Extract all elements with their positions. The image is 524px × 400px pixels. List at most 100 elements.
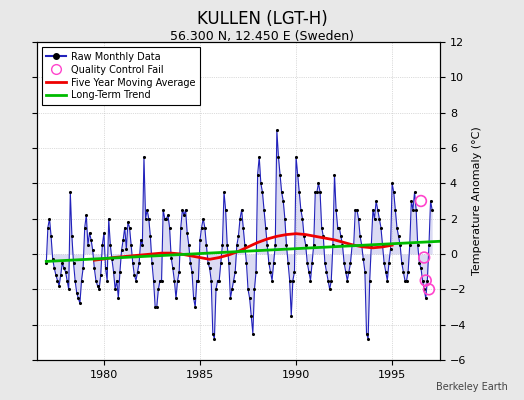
Point <box>233 242 241 248</box>
Point <box>45 216 53 222</box>
Point <box>85 230 94 236</box>
Point <box>427 198 435 204</box>
Point <box>345 268 353 275</box>
Point <box>393 224 401 231</box>
Point <box>205 265 214 271</box>
Point <box>261 224 270 231</box>
Point <box>114 295 123 301</box>
Point <box>370 216 379 222</box>
Point <box>255 154 264 160</box>
Point <box>60 265 68 271</box>
Point <box>110 268 118 275</box>
Point <box>307 277 315 284</box>
Point <box>145 216 153 222</box>
Point <box>196 237 204 243</box>
Point <box>121 224 129 231</box>
Point <box>96 272 105 278</box>
Point <box>301 242 310 248</box>
Point <box>396 242 405 248</box>
Point <box>310 242 318 248</box>
Text: 56.300 N, 12.450 E (Sweden): 56.300 N, 12.450 E (Sweden) <box>170 30 354 43</box>
Point <box>420 254 428 261</box>
Point <box>402 277 411 284</box>
Point <box>173 277 182 284</box>
Point <box>184 242 193 248</box>
Point <box>362 330 370 337</box>
Point <box>222 207 230 213</box>
Point <box>276 171 284 178</box>
Point <box>58 260 67 266</box>
Point <box>181 207 190 213</box>
Point <box>239 224 247 231</box>
Point <box>314 180 323 186</box>
Point <box>188 268 196 275</box>
Point <box>361 268 369 275</box>
Point <box>202 242 211 248</box>
Point <box>367 242 376 248</box>
Point <box>287 313 296 319</box>
Point <box>130 272 138 278</box>
Point <box>407 198 416 204</box>
Point <box>260 207 268 213</box>
Point <box>151 304 159 310</box>
Point <box>399 268 408 275</box>
Point <box>319 233 328 240</box>
Point <box>92 277 100 284</box>
Point <box>64 286 73 292</box>
Point <box>159 207 167 213</box>
Point <box>425 286 433 292</box>
Point <box>154 286 162 292</box>
Point <box>412 207 420 213</box>
Point <box>175 268 183 275</box>
Point <box>351 207 359 213</box>
Point <box>293 171 302 178</box>
Text: Berkeley Earth: Berkeley Earth <box>436 382 508 392</box>
Point <box>350 242 358 248</box>
Point <box>103 277 111 284</box>
Legend: Raw Monthly Data, Quality Control Fail, Five Year Moving Average, Long-Term Tren: Raw Monthly Data, Quality Control Fail, … <box>41 47 200 105</box>
Point <box>138 242 147 248</box>
Point <box>245 295 254 301</box>
Point <box>98 242 106 248</box>
Point <box>191 304 200 310</box>
Point <box>364 336 373 342</box>
Point <box>369 207 377 213</box>
Point <box>61 268 70 275</box>
Point <box>386 246 395 252</box>
Point <box>266 268 275 275</box>
Point <box>263 242 271 248</box>
Point <box>164 212 172 218</box>
Point <box>297 207 305 213</box>
Point <box>105 216 113 222</box>
Point <box>160 216 169 222</box>
Point <box>274 154 282 160</box>
Point <box>106 242 115 248</box>
Point <box>117 247 126 254</box>
Point <box>321 260 329 266</box>
Point <box>218 242 226 248</box>
Point <box>226 295 235 301</box>
Point <box>420 286 428 292</box>
Point <box>418 277 427 284</box>
Point <box>162 216 171 222</box>
Point <box>417 198 425 204</box>
Point <box>381 268 390 275</box>
Point <box>348 242 356 248</box>
Point <box>135 260 144 266</box>
Point <box>401 277 409 284</box>
Point <box>210 336 219 342</box>
Point <box>332 207 340 213</box>
Point <box>241 242 249 248</box>
Point <box>237 207 246 213</box>
Point <box>357 242 366 248</box>
Point <box>354 216 363 222</box>
Point <box>374 207 382 213</box>
Point <box>389 189 398 195</box>
Point <box>423 277 432 284</box>
Point <box>236 216 244 222</box>
Point <box>113 277 121 284</box>
Point <box>425 242 433 248</box>
Point <box>289 277 297 284</box>
Point <box>178 207 187 213</box>
Point <box>339 242 347 248</box>
